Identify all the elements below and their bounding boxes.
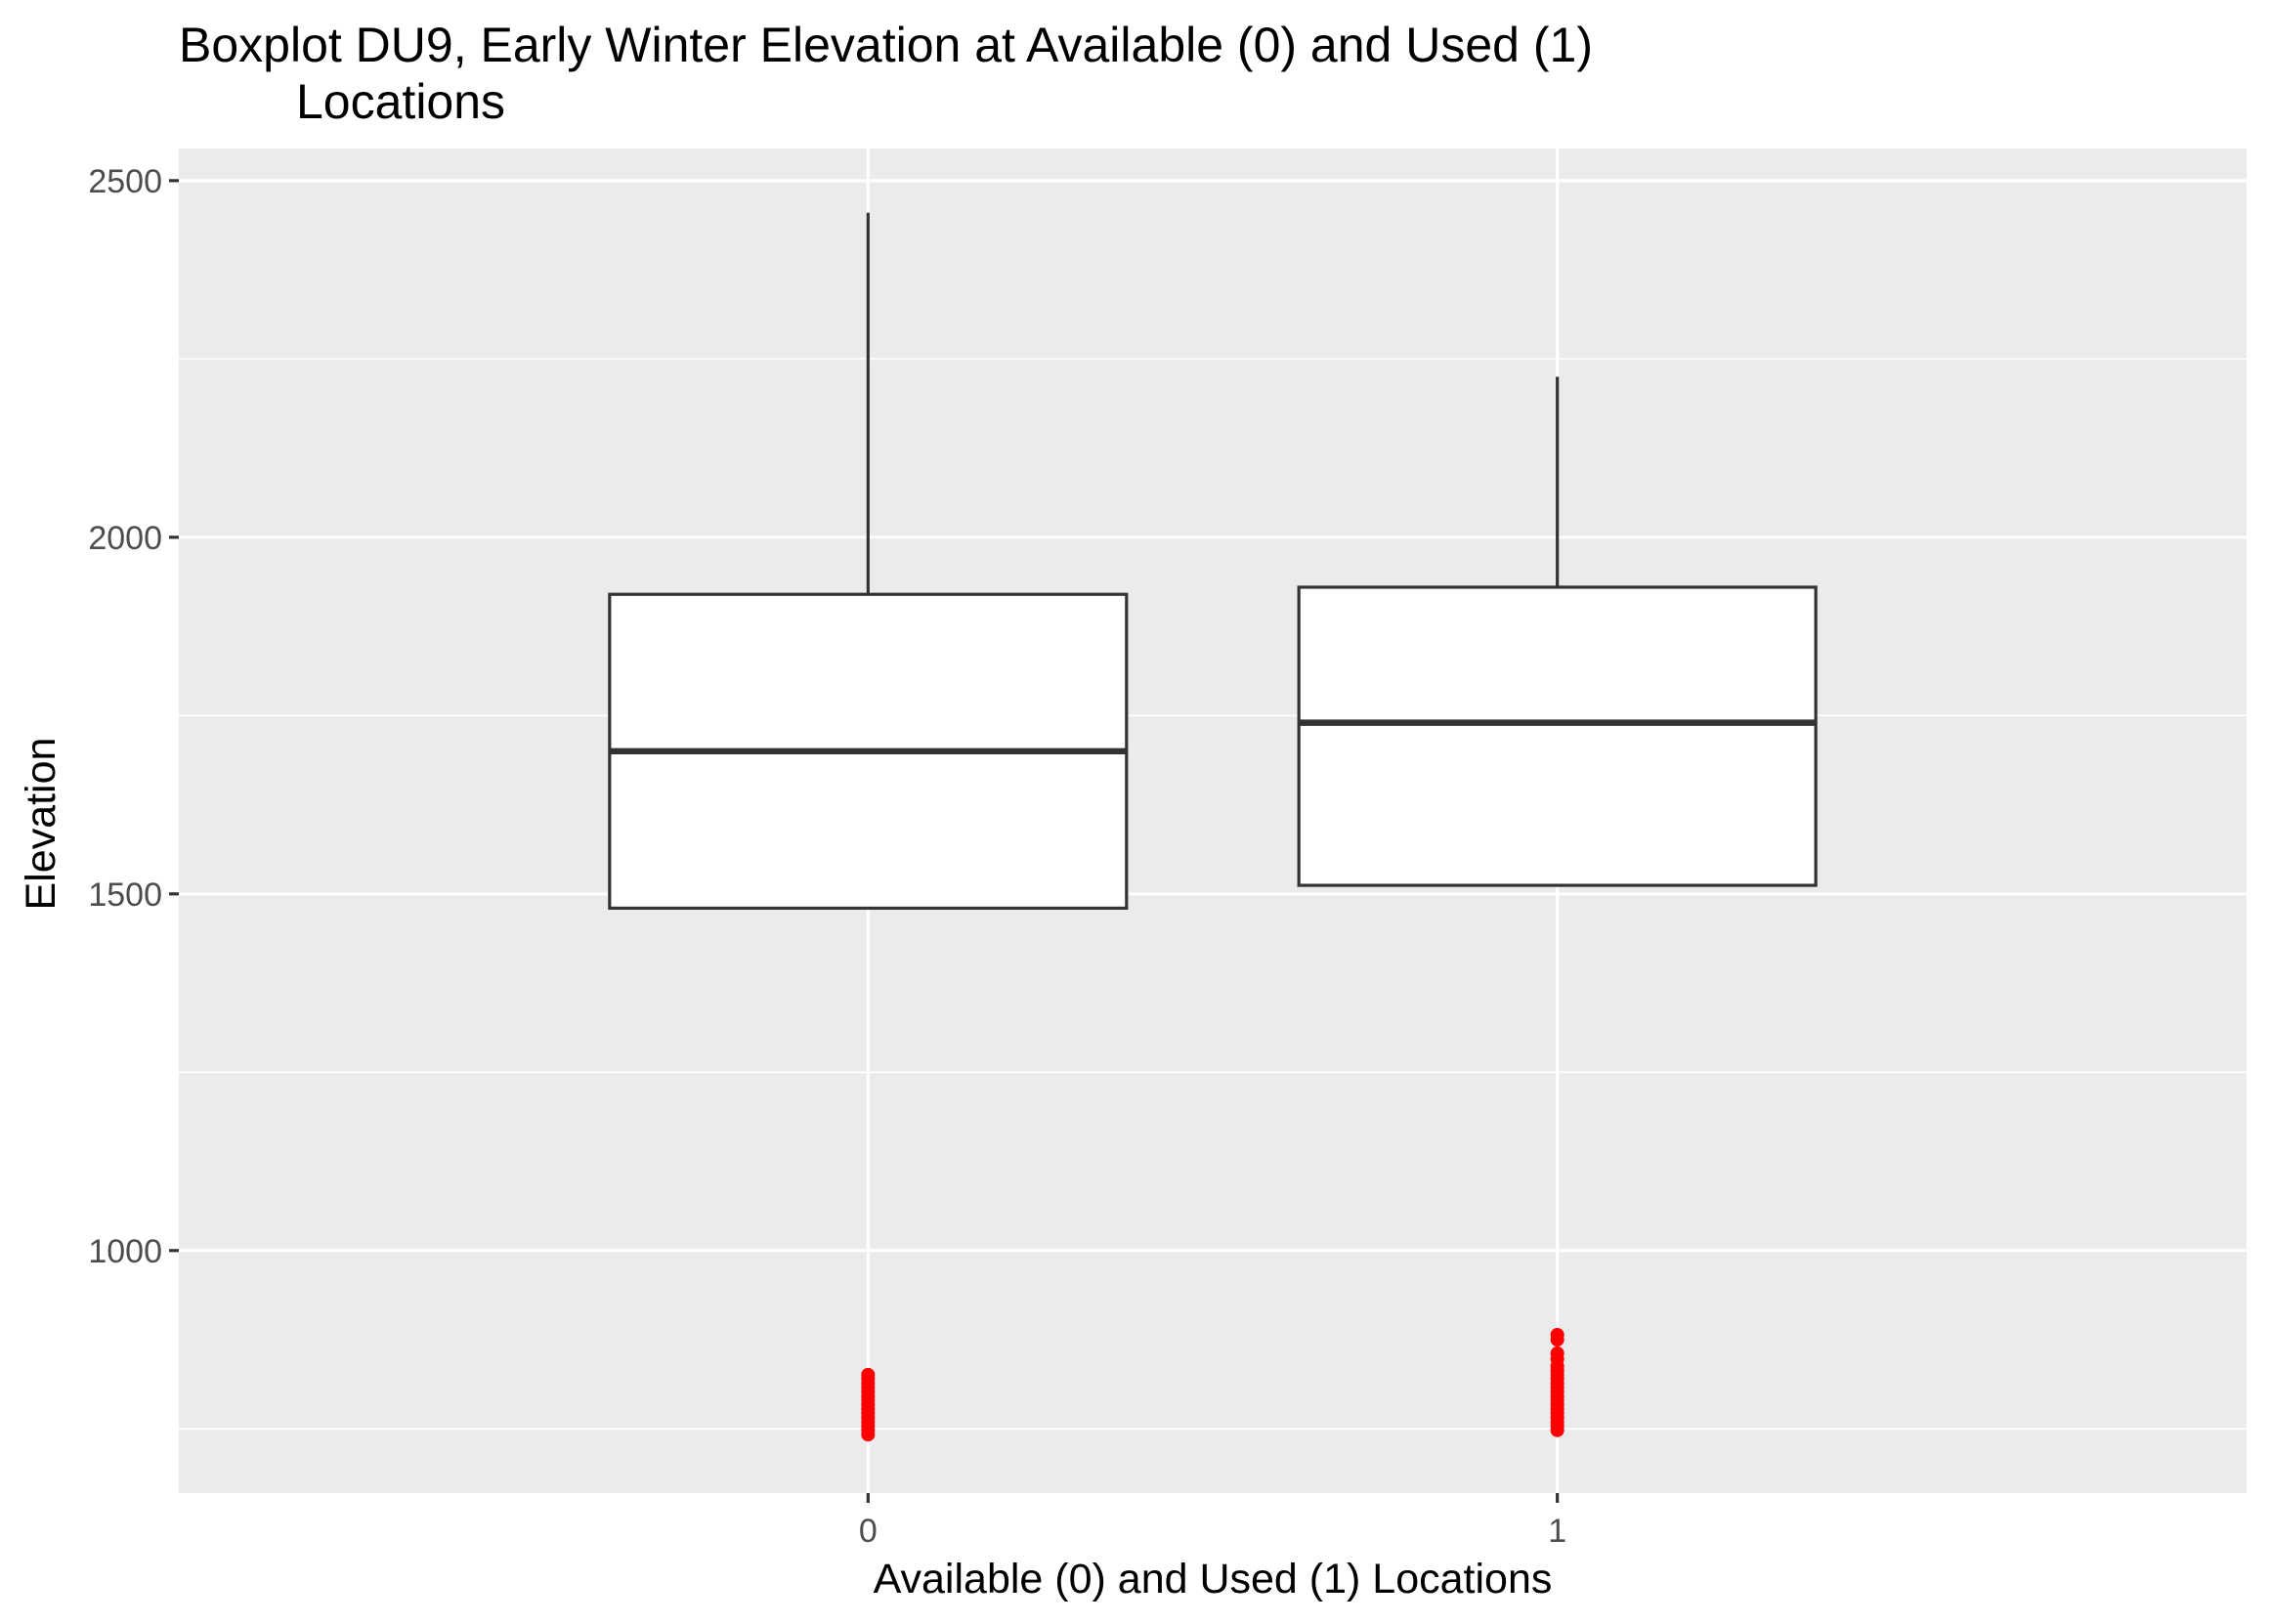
outlier-point-1-17	[1550, 1346, 1564, 1360]
box-group-0	[608, 212, 1129, 1442]
y-tick-label-1500: 1500	[88, 876, 162, 914]
outlier-point-1-19	[1550, 1327, 1564, 1342]
chart-title-line-1: Boxplot DU9, Early Winter Elevation at A…	[179, 18, 1593, 72]
boxes-layer	[608, 212, 1818, 1442]
y-axis: 1000 1500 2000 2500	[88, 163, 179, 1270]
y-axis-title: Elevation	[18, 738, 64, 911]
y-tick-label-2000: 2000	[88, 520, 162, 557]
x-axis-title: Available (0) and Used (1) Locations	[874, 1556, 1553, 1603]
x-tick-label-0: 0	[859, 1513, 878, 1550]
x-tick-label-1: 1	[1548, 1513, 1566, 1550]
box-group-1	[1297, 376, 1818, 1437]
plot-panel	[179, 149, 2247, 1493]
box-1	[1297, 585, 1818, 887]
chart-title-line-2: Locations	[296, 74, 505, 129]
y-tick-label-1000: 1000	[88, 1233, 162, 1270]
minor-gridlines	[179, 358, 2247, 1431]
y-tick-label-2500: 2500	[88, 163, 162, 200]
outlier-point-0-14	[861, 1367, 876, 1382]
